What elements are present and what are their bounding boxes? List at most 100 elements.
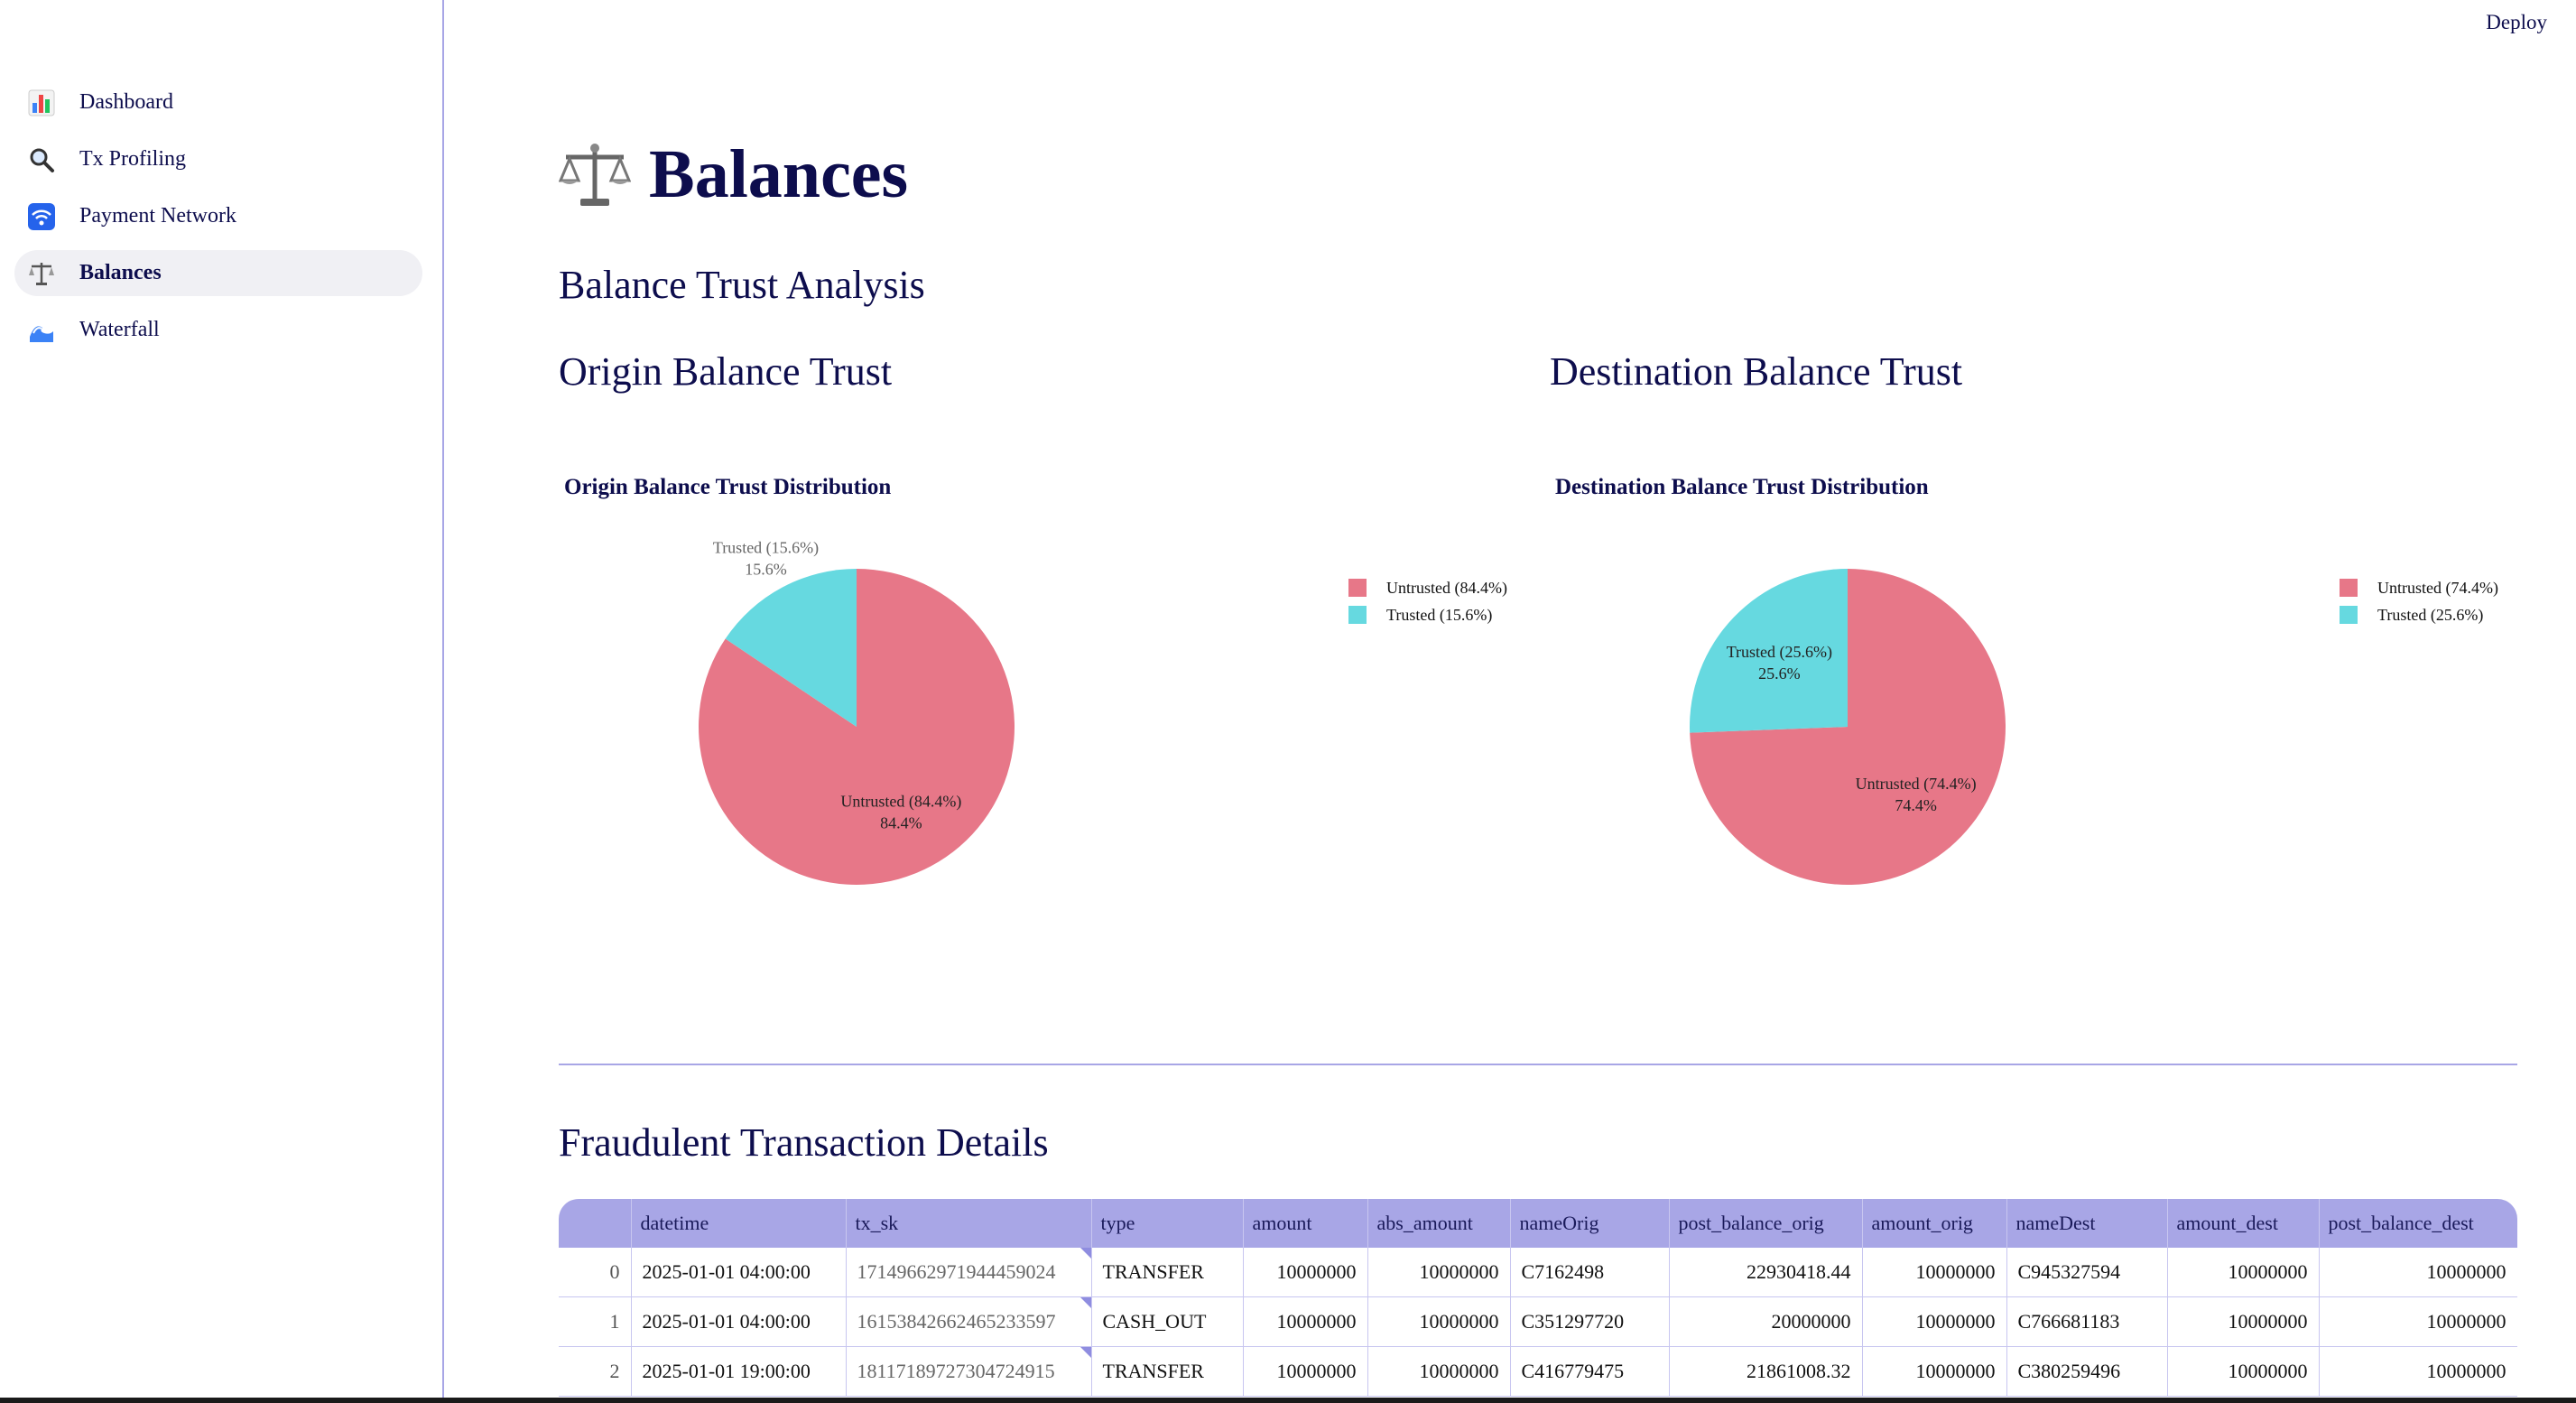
- destination-chart-title: Destination Balance Trust Distribution: [1555, 475, 1929, 499]
- origin-pie-chart: Untrusted (84.4%) 84.4% Trusted (15.6%) 15.…: [631, 524, 1082, 943]
- column-header-abs_amount[interactable]: abs_amount: [1367, 1199, 1511, 1248]
- destination-pie-svg: Untrusted (74.4%) 74.4% Trusted (25.6%) 25.…: [1690, 569, 2006, 885]
- table-cell[interactable]: 2025-01-01 04:00:00: [631, 1296, 847, 1347]
- page-title-text: Balances: [649, 136, 909, 212]
- table-cell[interactable]: 10000000: [2319, 1296, 2517, 1347]
- table-cell[interactable]: C766681183: [2006, 1296, 2168, 1347]
- table-cell[interactable]: 10000000: [2167, 1346, 2320, 1397]
- legend-item-untrusted[interactable]: Untrusted (74.4%): [2340, 574, 2498, 601]
- origin-pie-svg: Untrusted (84.4%) 84.4% Trusted (15.6%) 15.…: [699, 539, 1015, 885]
- pie-label: Trusted (25.6%): [1727, 643, 1832, 662]
- pie-slice-trusted[interactable]: [1690, 569, 1848, 733]
- table-cell[interactable]: C945327594: [2006, 1248, 2168, 1297]
- table-cell[interactable]: 22930418.44: [1669, 1248, 1863, 1297]
- table-cell[interactable]: 10000000: [2167, 1248, 2320, 1297]
- legend-swatch: [1348, 579, 1367, 597]
- table-cell[interactable]: C416779475: [1510, 1346, 1670, 1397]
- section-heading-balance-trust: Balance Trust Analysis: [559, 263, 925, 307]
- legend-swatch: [1348, 606, 1367, 624]
- table-row[interactable]: 1 2025-01-01 04:00:00 16153842662465233597…: [559, 1296, 2517, 1347]
- table-header-row: datetime tx_sk type amount abs_amount nameOri…: [559, 1199, 2517, 1248]
- table-cell[interactable]: 10000000: [1243, 1346, 1368, 1397]
- table-cell[interactable]: 10000000: [1862, 1296, 2007, 1347]
- sidebar-item-balances[interactable]: Balances: [14, 250, 422, 296]
- sidebar-item-label: Tx Profiling: [79, 147, 186, 171]
- table-cell[interactable]: 0: [559, 1248, 632, 1297]
- table-cell[interactable]: 10000000: [2167, 1296, 2320, 1347]
- table-cell[interactable]: 2025-01-01 04:00:00: [631, 1248, 847, 1297]
- table-cell[interactable]: 10000000: [1862, 1346, 2007, 1397]
- table-cell[interactable]: 2: [559, 1346, 632, 1397]
- legend-label: Untrusted (74.4%): [2377, 578, 2498, 597]
- table-cell[interactable]: 16153842662465233597: [846, 1296, 1092, 1347]
- fraud-table[interactable]: datetime tx_sk type amount abs_amount nameOri…: [559, 1199, 2517, 1397]
- pie-label: Untrusted (84.4%): [840, 793, 961, 812]
- table-cell[interactable]: C380259496: [2006, 1346, 2168, 1397]
- table-cell[interactable]: 10000000: [2319, 1248, 2517, 1297]
- table-cell[interactable]: C7162498: [1510, 1248, 1670, 1297]
- table-cell[interactable]: 18117189727304724915: [846, 1346, 1092, 1397]
- sidebar-item-waterfall[interactable]: Waterfall: [14, 307, 422, 353]
- section-heading-fraud-details: Fraudulent Transaction Details: [559, 1120, 1049, 1165]
- column-header-type[interactable]: type: [1091, 1199, 1244, 1248]
- legend-swatch: [2340, 579, 2358, 597]
- section-divider: [559, 1064, 2517, 1065]
- table-cell[interactable]: 10000000: [1367, 1296, 1511, 1347]
- table-cell[interactable]: TRANSFER: [1091, 1248, 1244, 1297]
- legend-label: Trusted (15.6%): [1386, 605, 1493, 624]
- origin-legend: Untrusted (84.4%) Trusted (15.6%): [1348, 574, 1507, 628]
- column-header-nameDest[interactable]: nameDest: [2006, 1199, 2168, 1248]
- table-cell[interactable]: 10000000: [1862, 1248, 2007, 1297]
- origin-chart-title: Origin Balance Trust Distribution: [564, 475, 892, 499]
- destination-pie-chart: Untrusted (74.4%) 74.4% Trusted (25.6%) 25.…: [1622, 524, 2073, 943]
- legend-item-trusted[interactable]: Trusted (15.6%): [1348, 601, 1507, 628]
- table-body: 0 2025-01-01 04:00:00 17149662971944459024…: [559, 1248, 2517, 1397]
- column-header-amount_orig[interactable]: amount_orig: [1862, 1199, 2007, 1248]
- table-cell[interactable]: 21861008.32: [1669, 1346, 1863, 1397]
- sidebar-item-label: Waterfall: [79, 318, 160, 341]
- table-cell[interactable]: 10000000: [2319, 1346, 2517, 1397]
- wireless-icon: [27, 202, 56, 231]
- table-cell[interactable]: 1: [559, 1296, 632, 1347]
- origin-heading: Origin Balance Trust: [559, 349, 893, 394]
- column-header-amount_dest[interactable]: amount_dest: [2167, 1199, 2320, 1248]
- pie-slice-untrusted[interactable]: [1690, 569, 2006, 885]
- column-header-tx_sk[interactable]: tx_sk: [846, 1199, 1092, 1248]
- table-cell[interactable]: 10000000: [1367, 1248, 1511, 1297]
- column-header-index[interactable]: [559, 1199, 632, 1248]
- sidebar-item-tx-profiling[interactable]: Tx Profiling: [14, 136, 422, 182]
- sidebar-item-dashboard[interactable]: Dashboard: [14, 79, 422, 125]
- table-cell[interactable]: TRANSFER: [1091, 1346, 1244, 1397]
- table-cell[interactable]: 17149662971944459024: [846, 1248, 1092, 1297]
- scales-icon: [558, 139, 632, 211]
- table-cell[interactable]: 20000000: [1669, 1296, 1863, 1347]
- column-header-nameOrig[interactable]: nameOrig: [1510, 1199, 1670, 1248]
- deploy-button[interactable]: Deploy: [2486, 11, 2547, 33]
- fraud-table-container[interactable]: datetime tx_sk type amount abs_amount nameOri…: [559, 1199, 2517, 1397]
- table-row[interactable]: 2 2025-01-01 19:00:00 18117189727304724915…: [559, 1346, 2517, 1397]
- column-header-post_balance_orig[interactable]: post_balance_orig: [1669, 1199, 1863, 1248]
- table-cell[interactable]: 10000000: [1243, 1296, 1368, 1347]
- destination-legend: Untrusted (74.4%) Trusted (25.6%): [2340, 574, 2498, 628]
- pie-percent-label: 25.6%: [1758, 664, 1801, 683]
- table-cell[interactable]: 10000000: [1367, 1346, 1511, 1397]
- pie-slice-trusted[interactable]: [725, 569, 857, 727]
- sidebar-item-payment-network[interactable]: Payment Network: [14, 193, 422, 239]
- sidebar-nav: Dashboard Tx Profiling Payment Network B…: [14, 79, 422, 364]
- table-cell[interactable]: 10000000: [1243, 1248, 1368, 1297]
- table-cell[interactable]: C351297720: [1510, 1296, 1670, 1347]
- legend-item-trusted[interactable]: Trusted (25.6%): [2340, 601, 2498, 628]
- pie-percent-label: 74.4%: [1895, 796, 1937, 814]
- column-header-post_balance_dest[interactable]: post_balance_dest: [2319, 1199, 2517, 1248]
- column-header-datetime[interactable]: datetime: [631, 1199, 847, 1248]
- legend-label: Untrusted (84.4%): [1386, 578, 1507, 597]
- pie-label: Trusted (15.6%): [713, 539, 819, 558]
- sidebar-item-label: Dashboard: [79, 90, 173, 114]
- scales-icon: [27, 259, 56, 288]
- table-row[interactable]: 0 2025-01-01 04:00:00 17149662971944459024…: [559, 1248, 2517, 1297]
- legend-item-untrusted[interactable]: Untrusted (84.4%): [1348, 574, 1507, 601]
- table-cell[interactable]: 2025-01-01 19:00:00: [631, 1346, 847, 1397]
- destination-heading: Destination Balance Trust: [1550, 349, 1963, 394]
- column-header-amount[interactable]: amount: [1243, 1199, 1368, 1248]
- table-cell[interactable]: CASH_OUT: [1091, 1296, 1244, 1347]
